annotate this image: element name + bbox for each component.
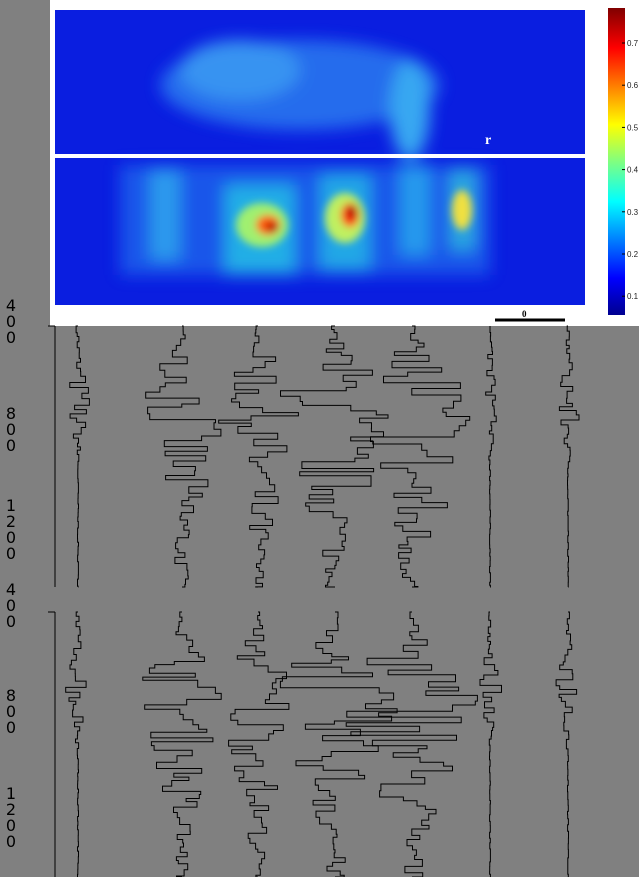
depth-label: 400 xyxy=(2,296,21,344)
colorbar-tick-label: 0.5 xyxy=(627,123,639,132)
depth-label: 400 xyxy=(2,580,21,628)
trace xyxy=(555,611,578,877)
colorbar-tick-label: 0.4 xyxy=(627,166,639,175)
colorbar-tick-label: 0.3 xyxy=(627,208,639,217)
colorbar-tick-label: 0.1 xyxy=(627,292,639,301)
colorbar xyxy=(608,8,625,315)
trace xyxy=(65,611,87,877)
trace xyxy=(218,325,299,588)
marker-label: r xyxy=(485,133,491,148)
colorbar-tick-label: 0.7 xyxy=(627,39,639,48)
trace xyxy=(279,611,398,877)
depth-label: 1200 xyxy=(2,784,21,848)
trace xyxy=(485,326,497,588)
trace xyxy=(69,325,90,588)
colorbar-tick-label: 0.2 xyxy=(627,250,639,259)
scale-label: 0 xyxy=(522,309,527,319)
depth-label: 800 xyxy=(2,686,21,734)
colorbar-tick-label: 0.6 xyxy=(627,81,639,90)
trace xyxy=(228,611,290,877)
trace xyxy=(479,611,502,877)
trace xyxy=(350,325,471,588)
trace xyxy=(345,611,478,877)
trace xyxy=(142,611,222,877)
depth-label: 800 xyxy=(2,404,21,452)
trace xyxy=(145,325,222,588)
depth-label: 1200 xyxy=(2,496,21,560)
trace xyxy=(558,325,580,588)
trace xyxy=(280,325,389,588)
